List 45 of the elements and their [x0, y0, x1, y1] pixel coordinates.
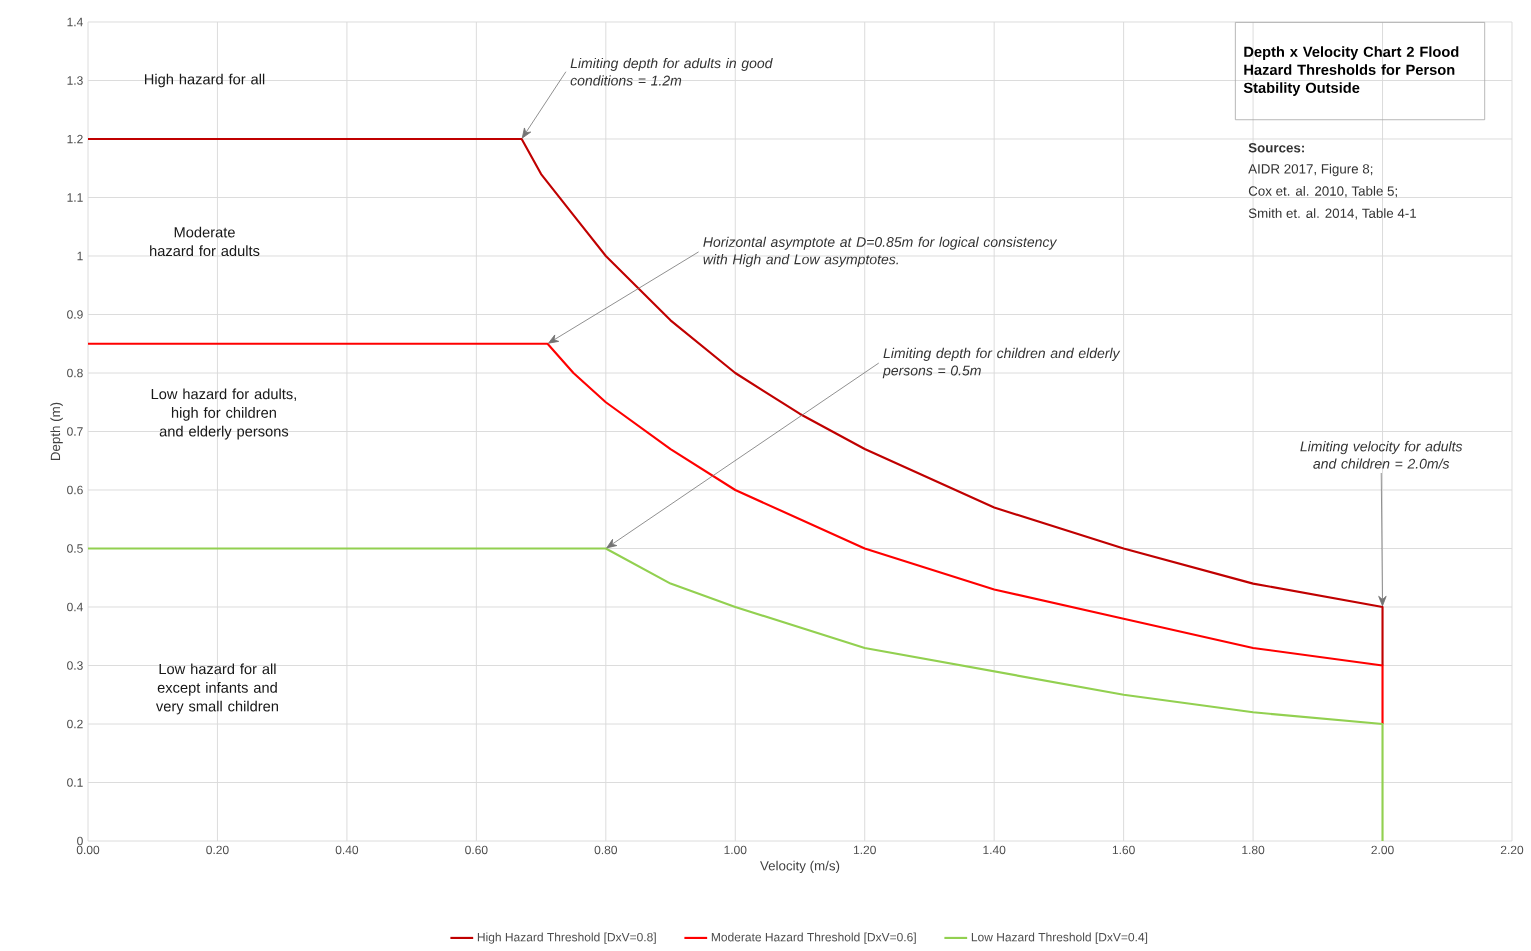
- annotation: Cox et. al. 2010, Table 5;: [1248, 185, 1397, 198]
- x-tick-label: 1.00: [724, 845, 747, 855]
- annotation: Sources:: [1248, 143, 1304, 153]
- annotation: High hazard for all: [144, 73, 265, 88]
- legend-label: Low Hazard Threshold [DxV=0.4]: [971, 932, 1148, 944]
- y-tick-label: 1: [77, 251, 83, 261]
- x-tick-label: 0.80: [594, 845, 618, 855]
- annotation: Limiting velocity for adults and children = 2.0m/s: [1300, 441, 1463, 469]
- y-tick-label: 0.5: [67, 544, 83, 553]
- x-tick-label: 1.80: [1242, 845, 1265, 855]
- y-tick-label: 0.2: [67, 719, 83, 729]
- x-tick-label: 1.40: [983, 845, 1006, 855]
- annotation: Smith et. al. 2014, Table 4-1: [1248, 208, 1417, 220]
- y-tick-label: 0.1: [67, 778, 83, 787]
- text: Depth x Velocity Chart 2 Flood Hazard Thresholds for Person Stability Outside: [1243, 46, 1459, 96]
- x-tick-label: 1.60: [1112, 845, 1135, 855]
- y-tick-label: 0: [77, 836, 83, 846]
- x-tick-label: 0.60: [465, 845, 488, 855]
- y-tick-label: 0.7: [67, 427, 83, 436]
- x-tick-label: 2.20: [1500, 845, 1524, 855]
- y-tick-label: 1.4: [67, 17, 83, 27]
- x-tick-label: 0.20: [206, 845, 229, 855]
- annotation: Limiting depth for children and elderly persons = 0.5m: [882, 347, 1121, 379]
- legend-label: High Hazard Threshold [DxV=0.8]: [477, 932, 656, 944]
- y-tick-label: 1.1: [67, 193, 83, 202]
- y-tick-label: 1.2: [67, 134, 83, 144]
- annotation: Horizontal asymptote at D=0.85m for logical consistency with High and Low asymptotes.: [703, 236, 1058, 268]
- y-axis-title: Depth (m): [50, 402, 63, 461]
- x-axis-title: Velocity (m/s): [760, 860, 840, 874]
- y-tick-label: 0.4: [67, 602, 83, 612]
- x-tick-label: 0.40: [335, 845, 359, 855]
- annotation: Limiting depth for adults in good conditions = 1.2m: [570, 57, 773, 86]
- y-tick-label: 0.3: [67, 661, 83, 670]
- annotation: AIDR 2017, Figure 8;: [1248, 163, 1373, 177]
- x-tick-label: 0.00: [76, 845, 100, 855]
- y-tick-label: 1.3: [67, 76, 83, 85]
- x-tick-label: 2.00: [1371, 845, 1394, 855]
- legend-label: Moderate Hazard Threshold [DxV=0.6]: [711, 932, 916, 944]
- y-tick-label: 0.8: [67, 368, 83, 378]
- annotation: Moderate hazard for adults: [150, 226, 260, 257]
- annotation: Low hazard for adults, high for children and elderly persons: [151, 388, 296, 440]
- annotation: Low hazard for all except infants and very small children: [155, 663, 278, 715]
- x-tick-label: 1.20: [853, 845, 876, 855]
- y-tick-label: 0.9: [67, 310, 83, 319]
- y-tick-label: 0.6: [67, 485, 83, 495]
